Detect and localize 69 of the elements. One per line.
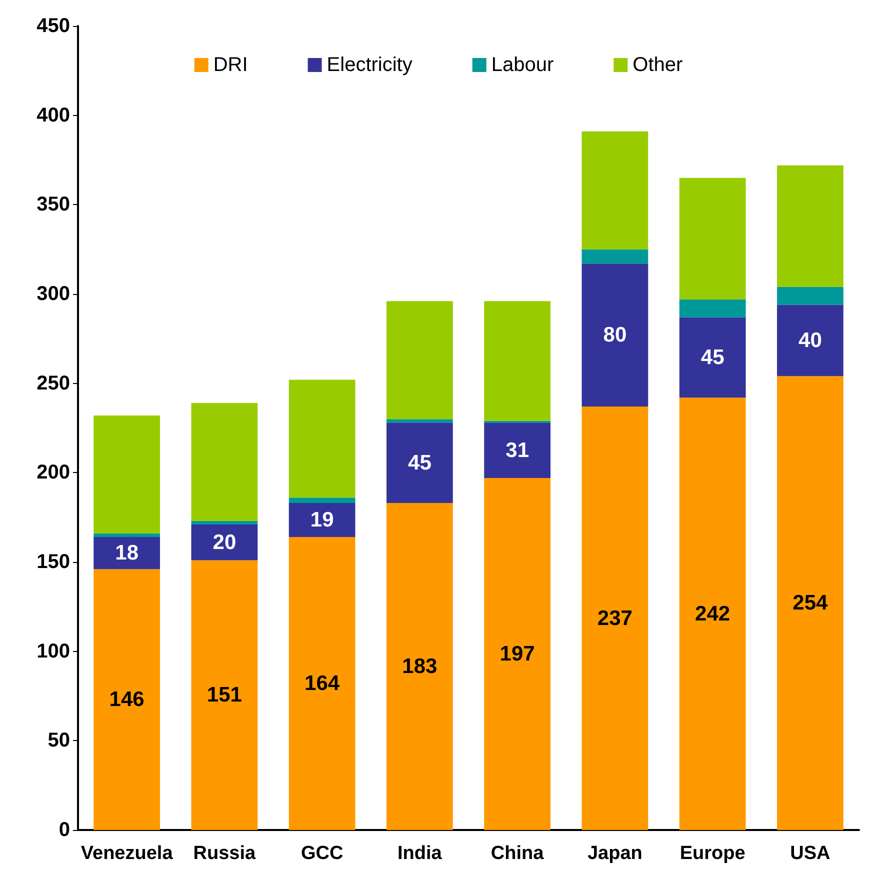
x-tick-label: GCC bbox=[300, 843, 344, 864]
bar bbox=[288, 503, 356, 537]
legend-label: Electricity bbox=[326, 54, 412, 76]
data-label: 197 bbox=[500, 642, 535, 666]
bar bbox=[94, 415, 160, 534]
data-label: 183 bbox=[402, 655, 438, 678]
bar bbox=[679, 398, 746, 830]
bar bbox=[582, 249, 648, 264]
bar bbox=[582, 264, 648, 407]
bar bbox=[679, 299, 746, 318]
bar bbox=[191, 402, 258, 521]
y-tick-label: 350 bbox=[36, 194, 70, 216]
data-label: 164 bbox=[304, 672, 340, 695]
x-tick-label: Japan bbox=[587, 843, 642, 864]
bar bbox=[288, 380, 356, 498]
bar bbox=[582, 406, 648, 830]
data-label: 45 bbox=[700, 346, 725, 369]
bar bbox=[94, 536, 160, 570]
data-label: 242 bbox=[695, 602, 730, 626]
x-tick-label: China bbox=[490, 843, 544, 864]
data-label: 80 bbox=[603, 324, 627, 347]
x-tick-label: Europe bbox=[680, 843, 746, 864]
bar bbox=[776, 376, 844, 830]
data-label: 20 bbox=[212, 530, 236, 554]
y-tick-label: 50 bbox=[48, 730, 70, 752]
y-tick-label: 300 bbox=[36, 283, 70, 305]
data-label: 151 bbox=[206, 684, 242, 707]
y-tick-label: 450 bbox=[36, 15, 70, 37]
bar bbox=[679, 178, 746, 300]
y-tick-label: 0 bbox=[58, 819, 70, 841]
legend-label: DRI bbox=[213, 54, 248, 76]
bar bbox=[386, 301, 453, 420]
x-tick-label: India bbox=[398, 843, 442, 864]
data-label: 254 bbox=[792, 592, 828, 615]
y-tick-label: 150 bbox=[36, 551, 70, 573]
y-tick-label: 400 bbox=[36, 104, 70, 126]
data-label: 146 bbox=[109, 688, 144, 712]
y-tick-label: 250 bbox=[36, 372, 70, 394]
y-tick-label: 200 bbox=[36, 462, 70, 484]
bar bbox=[288, 498, 356, 504]
bar bbox=[94, 569, 160, 830]
bar bbox=[776, 304, 844, 376]
bar bbox=[191, 560, 258, 830]
legend-label: Labour bbox=[491, 54, 554, 76]
data-label: 18 bbox=[115, 542, 139, 565]
bar bbox=[679, 317, 746, 398]
bar bbox=[94, 533, 160, 537]
x-tick-label: USA bbox=[790, 843, 831, 864]
data-label: 19 bbox=[310, 508, 334, 532]
bar bbox=[484, 422, 551, 478]
data-label: 40 bbox=[798, 328, 822, 352]
bar bbox=[386, 422, 453, 504]
data-label: 31 bbox=[506, 438, 530, 462]
bar bbox=[582, 131, 648, 250]
x-tick-label: Russia bbox=[193, 843, 256, 864]
x-tick-label: Venezuela bbox=[80, 843, 174, 864]
bar bbox=[776, 165, 844, 287]
legend-label: Other bbox=[632, 54, 683, 76]
data-label: 45 bbox=[408, 451, 432, 474]
data-label: 237 bbox=[597, 606, 632, 630]
bar bbox=[484, 301, 551, 421]
bar bbox=[191, 524, 258, 560]
bar bbox=[386, 503, 453, 830]
bar bbox=[386, 419, 453, 423]
bar bbox=[288, 536, 356, 830]
bar bbox=[191, 520, 258, 524]
bar bbox=[484, 478, 551, 830]
y-tick-label: 100 bbox=[36, 640, 70, 662]
bar bbox=[776, 286, 844, 305]
